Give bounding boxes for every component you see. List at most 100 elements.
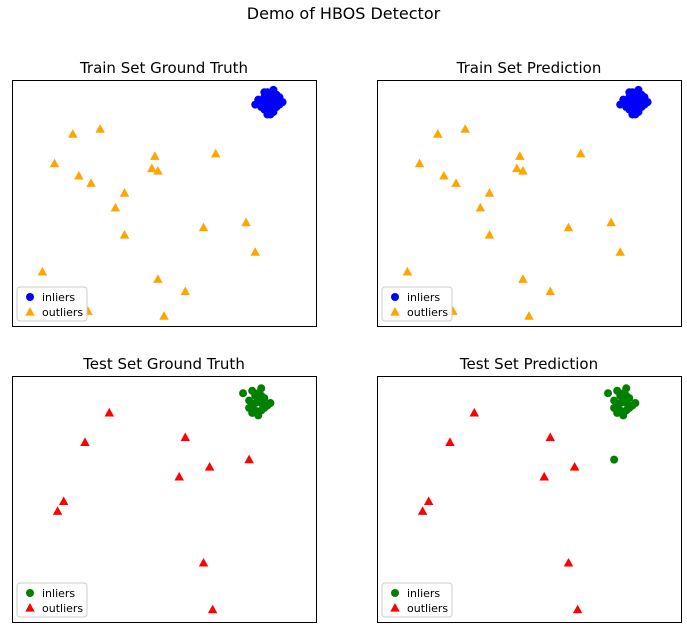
point-inliers xyxy=(625,403,634,412)
point-inliers xyxy=(631,95,640,104)
point-outliers xyxy=(439,170,449,180)
point-inliers xyxy=(616,100,625,109)
point-outliers xyxy=(52,506,63,515)
subplot-4: Test Set Prediction inliers outliers xyxy=(377,355,682,623)
point-outliers xyxy=(451,178,461,187)
figure-suptitle: Demo of HBOS Detector xyxy=(246,4,441,23)
point-outliers xyxy=(49,158,60,168)
axes-frame xyxy=(377,376,682,623)
legend-label-inliers: inliers xyxy=(42,291,75,304)
point-outliers xyxy=(414,158,425,168)
point-inliers xyxy=(610,396,619,405)
point-inliers xyxy=(269,85,278,94)
point-inliers xyxy=(619,411,628,420)
point-inliers xyxy=(275,93,284,102)
legend-marker-inliers xyxy=(26,293,34,301)
point-outliers xyxy=(460,124,470,133)
point-inliers xyxy=(269,103,278,112)
point-inliers xyxy=(622,391,631,400)
point-outliers xyxy=(250,247,260,256)
subplot-title: Test Set Prediction xyxy=(459,355,598,373)
point-outliers xyxy=(563,222,574,232)
point-inliers xyxy=(616,399,625,408)
point-outliers xyxy=(198,557,209,567)
legend-box xyxy=(381,286,453,322)
point-inliers xyxy=(613,408,622,417)
point-outliers xyxy=(147,163,157,173)
point-outliers xyxy=(150,151,160,160)
subplot-title: Train Set Ground Truth xyxy=(79,59,248,77)
point-outliers xyxy=(484,229,495,239)
subplot-1: Train Set Ground Truth inliers outliers xyxy=(12,59,317,327)
point-inliers xyxy=(628,110,637,119)
axes-frame xyxy=(12,376,317,623)
point-inliers xyxy=(251,100,260,109)
point-outliers xyxy=(80,437,90,447)
point-outliers xyxy=(518,166,528,175)
point-outliers xyxy=(207,604,218,614)
point-inliers xyxy=(604,389,613,398)
point-outliers xyxy=(153,274,163,283)
point-outliers xyxy=(110,202,121,212)
legend-label-outliers: outliers xyxy=(42,306,83,319)
point-inliers xyxy=(254,411,263,420)
point-outliers xyxy=(119,229,130,239)
point-inliers xyxy=(625,88,634,97)
point-outliers xyxy=(475,202,486,212)
legend-label-inliers: inliers xyxy=(407,587,440,600)
point-outliers xyxy=(572,604,583,614)
legend-marker-inliers xyxy=(391,589,399,597)
point-outliers xyxy=(159,311,169,320)
point-outliers xyxy=(95,124,105,133)
point-outliers xyxy=(469,407,480,417)
legend-label-outliers: outliers xyxy=(407,602,448,615)
legend-box xyxy=(381,582,453,618)
point-outliers xyxy=(518,274,528,283)
point-outliers xyxy=(153,166,163,175)
point-outliers xyxy=(198,222,209,232)
legend-marker-inliers xyxy=(26,589,34,597)
point-outliers xyxy=(104,407,115,417)
legend-label-inliers: inliers xyxy=(407,291,440,304)
point-outliers xyxy=(515,151,525,160)
legend-label-inliers: inliers xyxy=(42,587,75,600)
point-outliers xyxy=(423,496,434,506)
point-inliers xyxy=(248,386,257,395)
point-outliers xyxy=(119,188,130,197)
point-outliers xyxy=(563,557,574,567)
point-outliers xyxy=(241,217,251,227)
point-inliers xyxy=(245,396,254,405)
point-outliers xyxy=(180,286,191,296)
legend-box xyxy=(16,286,88,322)
point-inliers xyxy=(239,389,248,398)
point-inliers xyxy=(260,88,269,97)
point-outliers xyxy=(180,432,191,442)
point-inliers xyxy=(257,391,266,400)
point-inliers xyxy=(260,403,269,412)
point-outliers xyxy=(402,266,413,276)
point-outliers xyxy=(37,266,48,276)
point-outliers xyxy=(484,188,495,197)
subplot-title: Test Set Ground Truth xyxy=(82,355,245,373)
point-inliers xyxy=(610,455,619,464)
point-outliers xyxy=(86,178,96,187)
point-inliers xyxy=(266,95,275,104)
point-outliers xyxy=(569,462,580,471)
point-inliers xyxy=(263,110,272,119)
point-outliers xyxy=(539,471,549,481)
subplot-3: Test Set Ground Truth inliers outliers xyxy=(12,355,317,623)
point-inliers xyxy=(613,386,622,395)
legend-box xyxy=(16,582,88,618)
point-outliers xyxy=(575,148,586,158)
point-outliers xyxy=(524,311,534,320)
subplot-title: Train Set Prediction xyxy=(456,59,602,77)
point-outliers xyxy=(68,129,78,138)
axes-frame xyxy=(377,80,682,327)
point-inliers xyxy=(622,384,631,393)
point-inliers xyxy=(251,399,260,408)
point-outliers xyxy=(606,217,616,227)
point-outliers xyxy=(433,129,443,138)
point-inliers xyxy=(257,384,266,393)
